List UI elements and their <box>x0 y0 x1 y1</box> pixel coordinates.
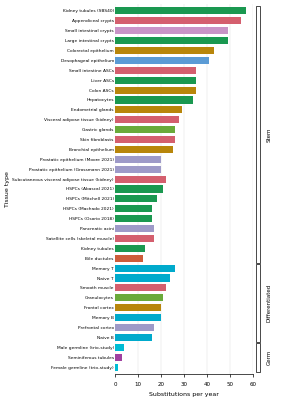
Bar <box>115 176 166 183</box>
Bar <box>115 156 161 163</box>
Bar <box>115 195 157 202</box>
Bar <box>115 304 161 311</box>
Bar <box>115 255 143 262</box>
Bar <box>115 245 145 252</box>
Bar <box>115 364 117 371</box>
Bar <box>115 27 228 34</box>
Bar <box>115 7 246 14</box>
Bar <box>115 354 122 361</box>
Bar <box>115 106 182 114</box>
Bar <box>115 86 196 94</box>
Bar <box>115 17 241 24</box>
Bar <box>115 116 180 123</box>
Bar <box>115 205 152 212</box>
Text: Germ: Germ <box>267 350 272 365</box>
Bar <box>115 215 152 222</box>
Bar <box>115 284 166 292</box>
Bar <box>115 166 161 173</box>
Bar <box>115 67 196 74</box>
Bar <box>115 136 175 143</box>
Bar <box>115 274 170 282</box>
Bar <box>115 294 164 301</box>
Bar <box>115 47 214 54</box>
Bar <box>115 344 124 351</box>
Bar <box>115 264 175 272</box>
Bar <box>115 186 164 192</box>
Bar <box>115 96 193 104</box>
Bar <box>115 146 173 153</box>
Bar <box>115 324 154 331</box>
X-axis label: Substitutions per year: Substitutions per year <box>149 392 219 397</box>
Bar <box>115 37 228 44</box>
Bar <box>115 334 152 341</box>
Y-axis label: Tissue type: Tissue type <box>4 171 10 207</box>
Bar <box>115 235 154 242</box>
Text: Stem: Stem <box>267 127 272 142</box>
Bar <box>115 57 209 64</box>
Bar <box>115 314 161 321</box>
Bar <box>115 126 175 133</box>
Bar <box>115 225 154 232</box>
Bar <box>115 77 196 84</box>
Text: Differentiated: Differentiated <box>267 284 272 322</box>
